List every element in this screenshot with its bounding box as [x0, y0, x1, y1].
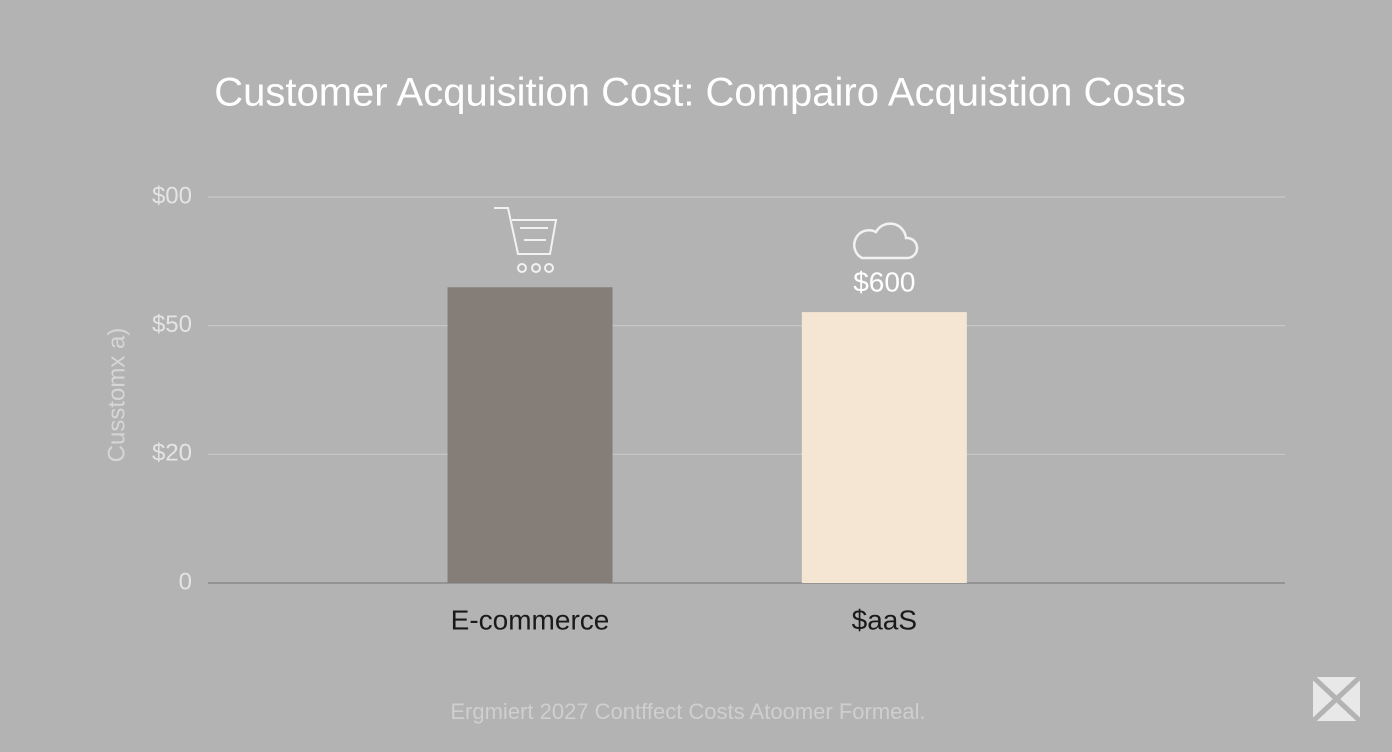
y-tick-label: $00	[152, 182, 192, 209]
bar	[801, 312, 967, 583]
x-tick-label: $aaS	[852, 604, 917, 635]
cart-icon	[494, 207, 558, 273]
x-tick-label: E-commerce	[451, 604, 610, 635]
cloud-icon	[852, 222, 919, 260]
chart-title: Customer Acquisition Cost: Compairo Acqu…	[214, 71, 1186, 115]
y-tick-label: $50	[152, 311, 192, 338]
footer: Ergmiert 2027 Contffect Costs Atoomer Fo…	[450, 699, 925, 724]
y-tick-label: $20	[152, 440, 192, 467]
data-label: $600	[853, 267, 915, 298]
y-tick-label: 0	[179, 568, 192, 595]
y-axis-label: Cusstomx a)	[103, 328, 130, 463]
bar	[447, 287, 613, 583]
logo	[1311, 675, 1362, 723]
